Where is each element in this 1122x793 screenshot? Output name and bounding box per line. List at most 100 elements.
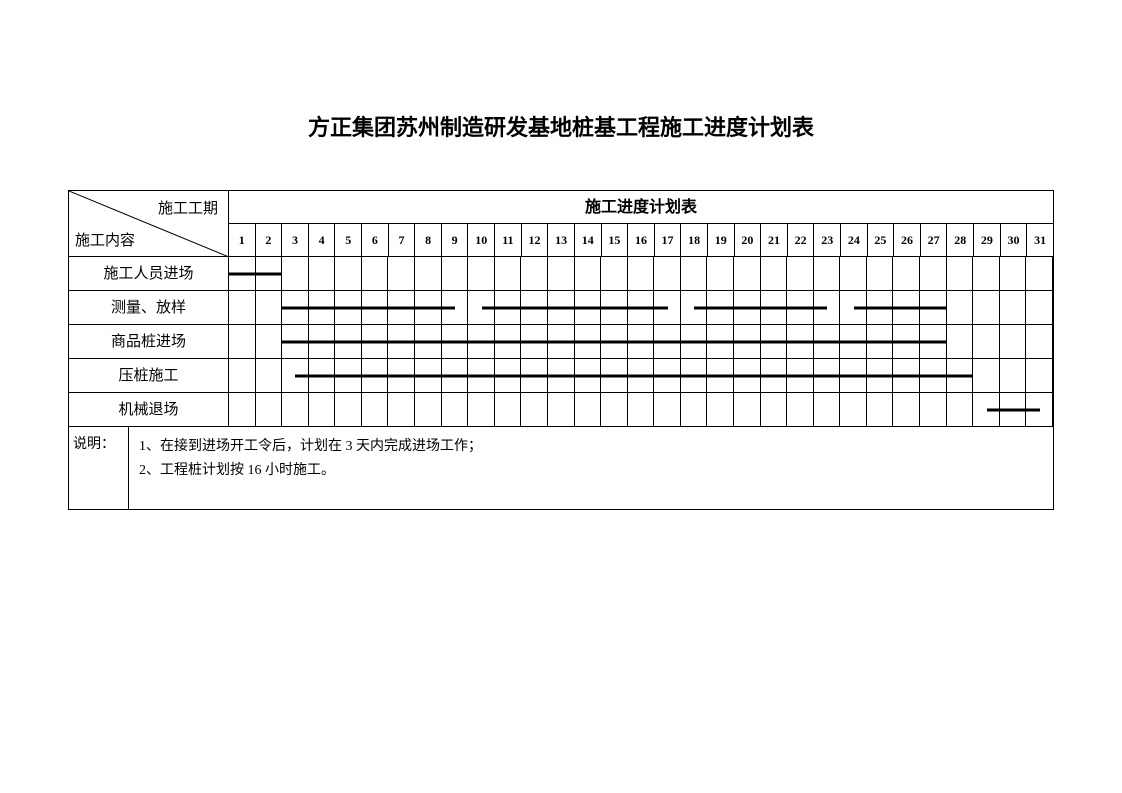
day-header: 28 xyxy=(947,224,974,257)
grid-cell xyxy=(867,393,894,426)
task-label: 商品桩进场 xyxy=(69,325,229,358)
grid-cell xyxy=(442,257,469,290)
page-title: 方正集团苏州制造研发基地桩基工程施工进度计划表 xyxy=(0,110,1122,142)
day-header: 26 xyxy=(894,224,921,257)
task-label: 压桩施工 xyxy=(69,359,229,392)
grid-cell xyxy=(495,257,522,290)
task-grid xyxy=(229,393,1053,426)
task-row: 测量、放样 xyxy=(69,291,1053,325)
grid-cell xyxy=(761,393,788,426)
grid-cell xyxy=(920,393,947,426)
grid-cell xyxy=(575,257,602,290)
task-row: 商品桩进场 xyxy=(69,325,1053,359)
task-grid xyxy=(229,359,1053,392)
grid-cell xyxy=(1000,325,1027,358)
task-grid xyxy=(229,325,1053,358)
grid-cell xyxy=(601,393,628,426)
grid-cell xyxy=(1000,359,1027,392)
task-label: 施工人员进场 xyxy=(69,257,229,290)
grid-cell xyxy=(973,257,1000,290)
notes-label: 说明： xyxy=(69,427,129,509)
grid-cell xyxy=(1026,257,1053,290)
grid-cell xyxy=(761,257,788,290)
day-header: 31 xyxy=(1027,224,1053,257)
day-header: 15 xyxy=(602,224,629,257)
gantt-bar xyxy=(987,408,1040,411)
grid-cell xyxy=(1000,291,1027,324)
task-row: 压桩施工 xyxy=(69,359,1053,393)
grid-cell xyxy=(654,393,681,426)
task-grid xyxy=(229,291,1053,324)
grid-cell xyxy=(282,257,309,290)
day-header: 22 xyxy=(788,224,815,257)
grid-cell xyxy=(548,393,575,426)
grid-cell xyxy=(388,257,415,290)
corner-label-bottom: 施工内容 xyxy=(75,229,135,250)
grid-cell xyxy=(309,257,336,290)
gantt-bar xyxy=(282,340,947,343)
grid-cell xyxy=(548,257,575,290)
grid-cell xyxy=(229,325,256,358)
grid-cell xyxy=(1026,291,1053,324)
day-header: 12 xyxy=(522,224,549,257)
grid-cell xyxy=(787,393,814,426)
grid-cell xyxy=(335,257,362,290)
grid-cell xyxy=(229,291,256,324)
grid-cell xyxy=(893,257,920,290)
notes-body: 1、在接到进场开工令后，计划在 3 天内完成进场工作；2、工程桩计划按 16 小… xyxy=(129,427,1053,509)
day-header: 14 xyxy=(575,224,602,257)
day-header: 10 xyxy=(468,224,495,257)
grid-cell xyxy=(442,393,469,426)
gantt-bar xyxy=(295,374,973,377)
grid-cell xyxy=(734,257,761,290)
gantt-bar xyxy=(282,306,455,309)
grid-cell xyxy=(654,257,681,290)
notes-line: 1、在接到进场开工令后，计划在 3 天内完成进场工作； xyxy=(139,435,1043,459)
grid-cell xyxy=(1026,325,1053,358)
grid-cell xyxy=(947,325,974,358)
grid-cell xyxy=(521,257,548,290)
grid-cell xyxy=(628,257,655,290)
grid-cell xyxy=(681,257,708,290)
grid-cell xyxy=(256,359,283,392)
gantt-chart: 施工工期 施工内容 施工进度计划表 1234567891011121314151… xyxy=(68,190,1054,510)
day-header: 29 xyxy=(974,224,1001,257)
grid-cell xyxy=(415,393,442,426)
gantt-bar xyxy=(694,306,827,309)
grid-cell xyxy=(256,325,283,358)
day-header: 27 xyxy=(921,224,948,257)
day-header: 11 xyxy=(495,224,522,257)
grid-cell xyxy=(893,393,920,426)
day-header: 13 xyxy=(548,224,575,257)
grid-cell xyxy=(415,257,442,290)
grid-cell xyxy=(521,393,548,426)
day-header: 17 xyxy=(655,224,682,257)
day-header: 21 xyxy=(761,224,788,257)
day-header: 6 xyxy=(362,224,389,257)
day-header: 18 xyxy=(681,224,708,257)
gantt-bar xyxy=(229,272,282,275)
grid-cell xyxy=(256,393,283,426)
day-header: 8 xyxy=(415,224,442,257)
grid-cell xyxy=(681,393,708,426)
grid-cell xyxy=(468,257,495,290)
grid-cell xyxy=(947,393,974,426)
grid-cell xyxy=(468,393,495,426)
grid-cell xyxy=(973,359,1000,392)
grid-cell xyxy=(814,257,841,290)
corner-label-top: 施工工期 xyxy=(158,197,218,218)
grid-cell xyxy=(947,291,974,324)
day-header: 2 xyxy=(256,224,283,257)
day-header: 3 xyxy=(282,224,309,257)
grid-cell xyxy=(388,393,415,426)
grid-cell xyxy=(601,257,628,290)
grid-cell xyxy=(362,257,389,290)
notes-row: 说明： 1、在接到进场开工令后，计划在 3 天内完成进场工作；2、工程桩计划按 … xyxy=(69,427,1053,509)
grid-cell xyxy=(867,257,894,290)
grid-cell xyxy=(575,393,602,426)
task-row: 施工人员进场 xyxy=(69,257,1053,291)
grid-cell xyxy=(973,325,1000,358)
day-header: 5 xyxy=(335,224,362,257)
grid-cell xyxy=(814,393,841,426)
grid-cell xyxy=(973,291,1000,324)
